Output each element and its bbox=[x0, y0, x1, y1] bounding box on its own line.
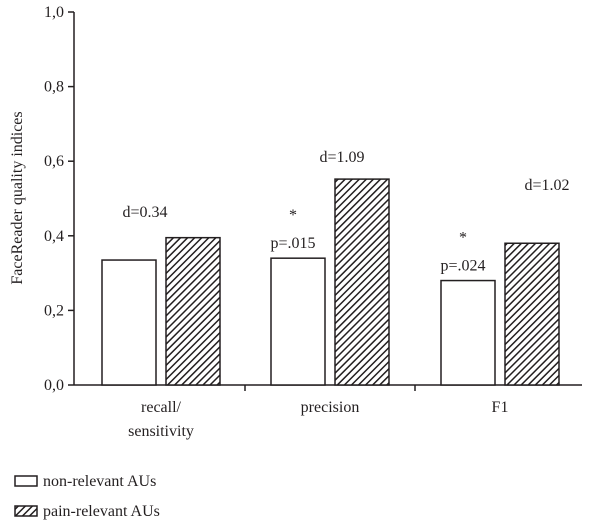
bar-non-relevant bbox=[270, 257, 326, 386]
bars bbox=[101, 178, 560, 386]
legend: non-relevant AUs pain-relevant AUs bbox=[14, 473, 160, 520]
bar-pain-relevant bbox=[165, 236, 221, 386]
bar-pain-relevant bbox=[334, 178, 390, 386]
annotations: d=0.34 d=1.09 d=1.02 * p=.015 * p=.024 bbox=[122, 149, 569, 275]
effect-size-label: d=1.02 bbox=[524, 177, 569, 194]
effect-size-label: d=0.34 bbox=[122, 204, 167, 221]
bar-pain-relevant bbox=[504, 242, 560, 386]
legend-swatch-pain-relevant bbox=[14, 505, 38, 517]
axes: 0,0 0,2 0,4 0,6 0,8 1,0 bbox=[44, 4, 582, 394]
y-tick-label: 1,0 bbox=[44, 4, 64, 21]
x-category-label: F1 bbox=[492, 399, 509, 416]
y-tick-label: 0,8 bbox=[44, 79, 64, 96]
y-axis-title: FaceReader quality indices bbox=[9, 111, 26, 284]
x-category-label: recall/ bbox=[141, 399, 182, 416]
significance-star: * bbox=[289, 207, 297, 224]
legend-swatch-non-relevant bbox=[14, 475, 38, 487]
y-tick-label: 0,2 bbox=[44, 302, 64, 319]
p-value-label: p=.015 bbox=[270, 235, 315, 252]
category-labels: recall/sensitivity precision F1 bbox=[128, 399, 508, 440]
p-value-label: p=.024 bbox=[440, 258, 485, 275]
significance-star: * bbox=[459, 230, 467, 247]
effect-size-label: d=1.09 bbox=[319, 149, 364, 166]
x-category-label: sensitivity bbox=[128, 423, 194, 440]
legend-label-pain-relevant: pain-relevant AUs bbox=[43, 503, 160, 520]
y-tick-label: 0,4 bbox=[44, 228, 64, 245]
y-tick-label: 0,6 bbox=[44, 153, 64, 170]
bar-non-relevant bbox=[101, 259, 157, 386]
legend-label-non-relevant: non-relevant AUs bbox=[43, 473, 156, 490]
y-tick-label: 0,0 bbox=[44, 377, 64, 394]
bar-non-relevant bbox=[440, 279, 496, 386]
x-category-label: precision bbox=[301, 399, 360, 416]
